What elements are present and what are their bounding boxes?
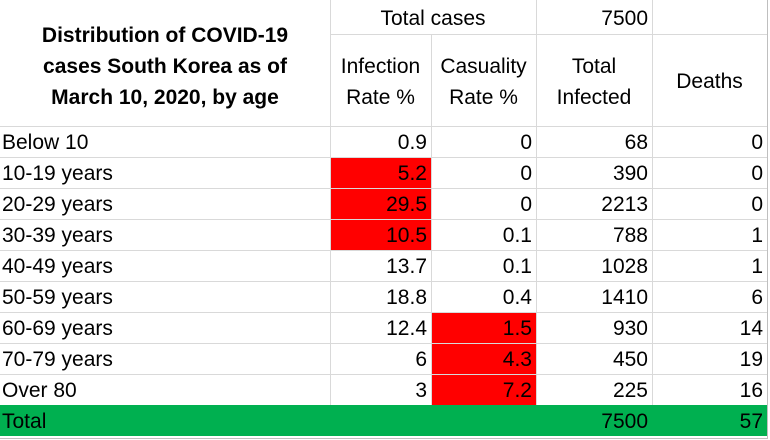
total-infected-cell: 788: [612, 224, 648, 247]
total-infected-cell: 2213: [601, 193, 648, 216]
gridline: [0, 188, 767, 189]
infection-rate-cell: 18.8: [386, 286, 427, 309]
age-group-cell: 60-69 years: [2, 317, 113, 340]
gridline: [330, 0, 331, 405]
casuality-rate-cell: 0: [520, 162, 532, 185]
deaths-cell: 16: [739, 379, 763, 402]
header-infection-rate: Infection Rate %: [340, 55, 421, 109]
gridline: [0, 312, 767, 313]
title-line-3: March 10, 2020, by age: [51, 86, 279, 109]
casuality-rate-cell: 0.4: [502, 286, 532, 309]
total-cases-value: 7500: [601, 7, 648, 30]
gridline: [431, 34, 432, 405]
total-infected-cell: 390: [612, 162, 648, 185]
title-line-1: Distribution of COVID-19: [41, 24, 289, 47]
deaths-cell: 6: [751, 286, 763, 309]
age-group-cell: 40-49 years: [2, 255, 113, 278]
total-infected: 7500: [601, 410, 648, 433]
gridline: [0, 219, 767, 220]
casuality-rate-cell: 0: [520, 193, 532, 216]
gridline: [652, 0, 653, 405]
header-total-infected: Total Infected: [556, 55, 632, 109]
age-group-cell: 10-19 years: [2, 162, 113, 185]
casuality-rate-cell: 7.2: [431, 375, 536, 405]
casuality-rate-cell: 0.1: [502, 224, 532, 247]
gridline: [536, 0, 537, 405]
deaths-cell: 19: [739, 348, 763, 371]
gridline: [0, 157, 767, 158]
age-group-cell: Over 80: [2, 379, 77, 402]
gridline: [330, 34, 767, 35]
deaths-cell: 1: [751, 224, 763, 247]
age-group-cell: 20-29 years: [2, 193, 113, 216]
total-infected-cell: 930: [612, 317, 648, 340]
infection-rate-cell: 13.7: [386, 255, 427, 278]
deaths-cell: 1: [751, 255, 763, 278]
casuality-rate-cell: 0.1: [502, 255, 532, 278]
total-infected-cell: 1410: [601, 286, 648, 309]
casuality-rate-cell: 1.5: [431, 313, 536, 343]
age-group-cell: 70-79 years: [2, 348, 113, 371]
infection-rate-cell: 0.9: [397, 131, 427, 154]
title-line-2: cases South Korea as of: [43, 55, 287, 78]
age-group-cell: 50-59 years: [2, 286, 113, 309]
infection-rate-cell: 6: [415, 348, 427, 371]
age-group-cell: 30-39 years: [2, 224, 113, 247]
table-title: Distribution of COVID-19 cases South Kor…: [0, 20, 330, 116]
deaths-cell: 0: [751, 193, 763, 216]
total-infected-cell: 1028: [601, 255, 648, 278]
total-cases-label: Total cases: [380, 7, 486, 30]
total-label: Total: [2, 410, 47, 433]
age-group-cell: Below 10: [2, 131, 89, 154]
gridline: [0, 374, 767, 375]
total-infected-cell: 450: [612, 348, 648, 371]
total-infected-cell: 225: [612, 379, 648, 402]
infection-rate-cell: 3: [415, 379, 427, 402]
total-infected-cell: 68: [624, 131, 648, 154]
deaths-cell: 0: [751, 162, 763, 185]
gridline: [0, 126, 767, 127]
deaths-cell: 14: [739, 317, 763, 340]
infection-rate-cell: 10.5: [330, 220, 431, 250]
infection-rate-cell: 12.4: [386, 317, 427, 340]
total-deaths: 57: [739, 410, 763, 433]
deaths-cell: 0: [751, 131, 763, 154]
total-row: [0, 405, 767, 436]
header-casuality-rate: Casuality Rate %: [440, 55, 527, 109]
header-deaths: Deaths: [676, 70, 743, 93]
infection-rate-cell: 5.2: [330, 158, 431, 188]
gridline: [0, 281, 767, 282]
gridline: [0, 250, 767, 251]
gridline: [0, 343, 767, 344]
infection-rate-cell: 29.5: [330, 189, 431, 219]
casuality-rate-cell: 4.3: [431, 344, 536, 374]
casuality-rate-cell: 0: [520, 131, 532, 154]
